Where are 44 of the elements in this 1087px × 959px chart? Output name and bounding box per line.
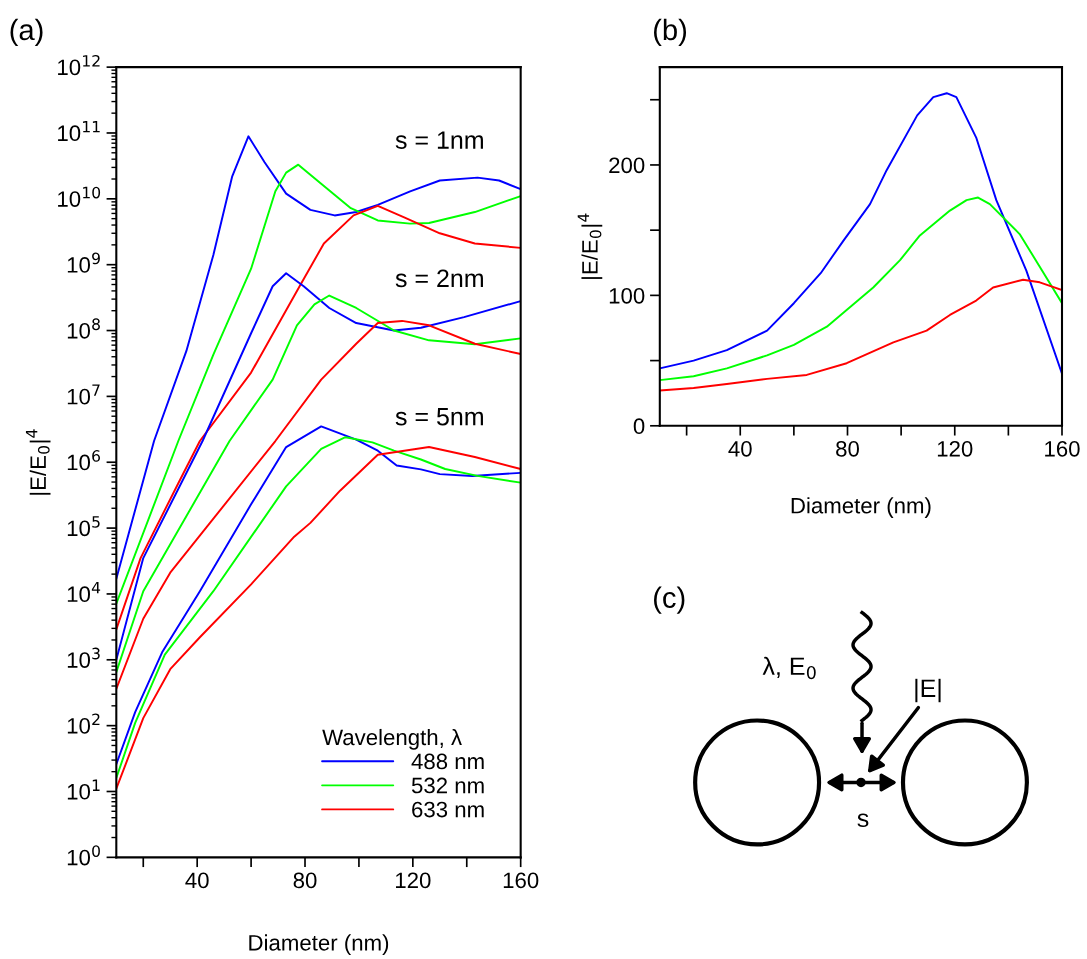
- y-tick-label: 10$^{12}$: [58, 54, 100, 76]
- y-tick-label: 10$^{10}$: [58, 186, 101, 207]
- line-series: [659, 92, 1062, 375]
- x-tick-label: 80: [293, 872, 317, 889]
- y-tick-label: 10$^{11}$: [58, 121, 100, 142]
- x-tick-label: 120: [937, 440, 973, 457]
- line-series: [659, 278, 1062, 392]
- x-tick-label: 160: [1045, 440, 1080, 457]
- x-tick-label: 80: [836, 440, 859, 457]
- legend-title: Wavelength, λ: [322, 728, 462, 750]
- legend-label: 633 nm: [412, 801, 484, 818]
- chart-title: (b): [654, 18, 687, 47]
- y-tick-label: 10$^{2}$: [67, 713, 100, 734]
- y-tick-label: 10$^{6}$: [67, 450, 101, 471]
- y-tick-label: 10$^{0}$: [67, 845, 100, 866]
- x-axis-title: Diameter (nm): [791, 497, 931, 518]
- y-tick-label: 10$^{3}$: [67, 647, 100, 668]
- text: |E|: [915, 678, 941, 703]
- x-tick-label: 40: [185, 872, 209, 889]
- x-tick-label: 40: [728, 440, 752, 457]
- y-axis-title: |E/E$_{0}$|$^{4}$: [25, 429, 51, 495]
- x-axis-title: Diameter (nm): [249, 934, 389, 956]
- x-tick-label: 160: [503, 872, 539, 889]
- y-tick-label: 10$^{9}$: [67, 252, 100, 273]
- annotation: s = 2nm: [395, 269, 483, 288]
- y-tick-label: 200: [609, 157, 645, 174]
- y-tick-label: 10$^{4}$: [67, 581, 101, 603]
- text: λ, E$_{0}$: [762, 656, 816, 680]
- text: s: [857, 813, 869, 828]
- x-tick-label: 120: [396, 872, 431, 889]
- annotation: s = 1nm: [395, 131, 483, 149]
- y-tick-label: 10$^{1}$: [67, 779, 100, 800]
- line-series: [659, 196, 1062, 382]
- y-tick-label: 10$^{8}$: [67, 318, 100, 339]
- text: (c): [654, 586, 685, 614]
- y-axis-title: |E/E$_{0}$|$^{4}$: [577, 213, 603, 279]
- y-tick-label: 0: [633, 418, 645, 435]
- annotation: s = 5nm: [395, 408, 483, 426]
- y-tick-label: 100: [609, 287, 645, 304]
- y-tick-label: 10$^{5}$: [67, 516, 100, 537]
- chart-title: (a): [10, 18, 43, 47]
- legend-label: 488 nm: [411, 753, 484, 770]
- legend-label: 532 nm: [411, 777, 484, 794]
- y-tick-label: 10$^{7}$: [67, 384, 100, 405]
